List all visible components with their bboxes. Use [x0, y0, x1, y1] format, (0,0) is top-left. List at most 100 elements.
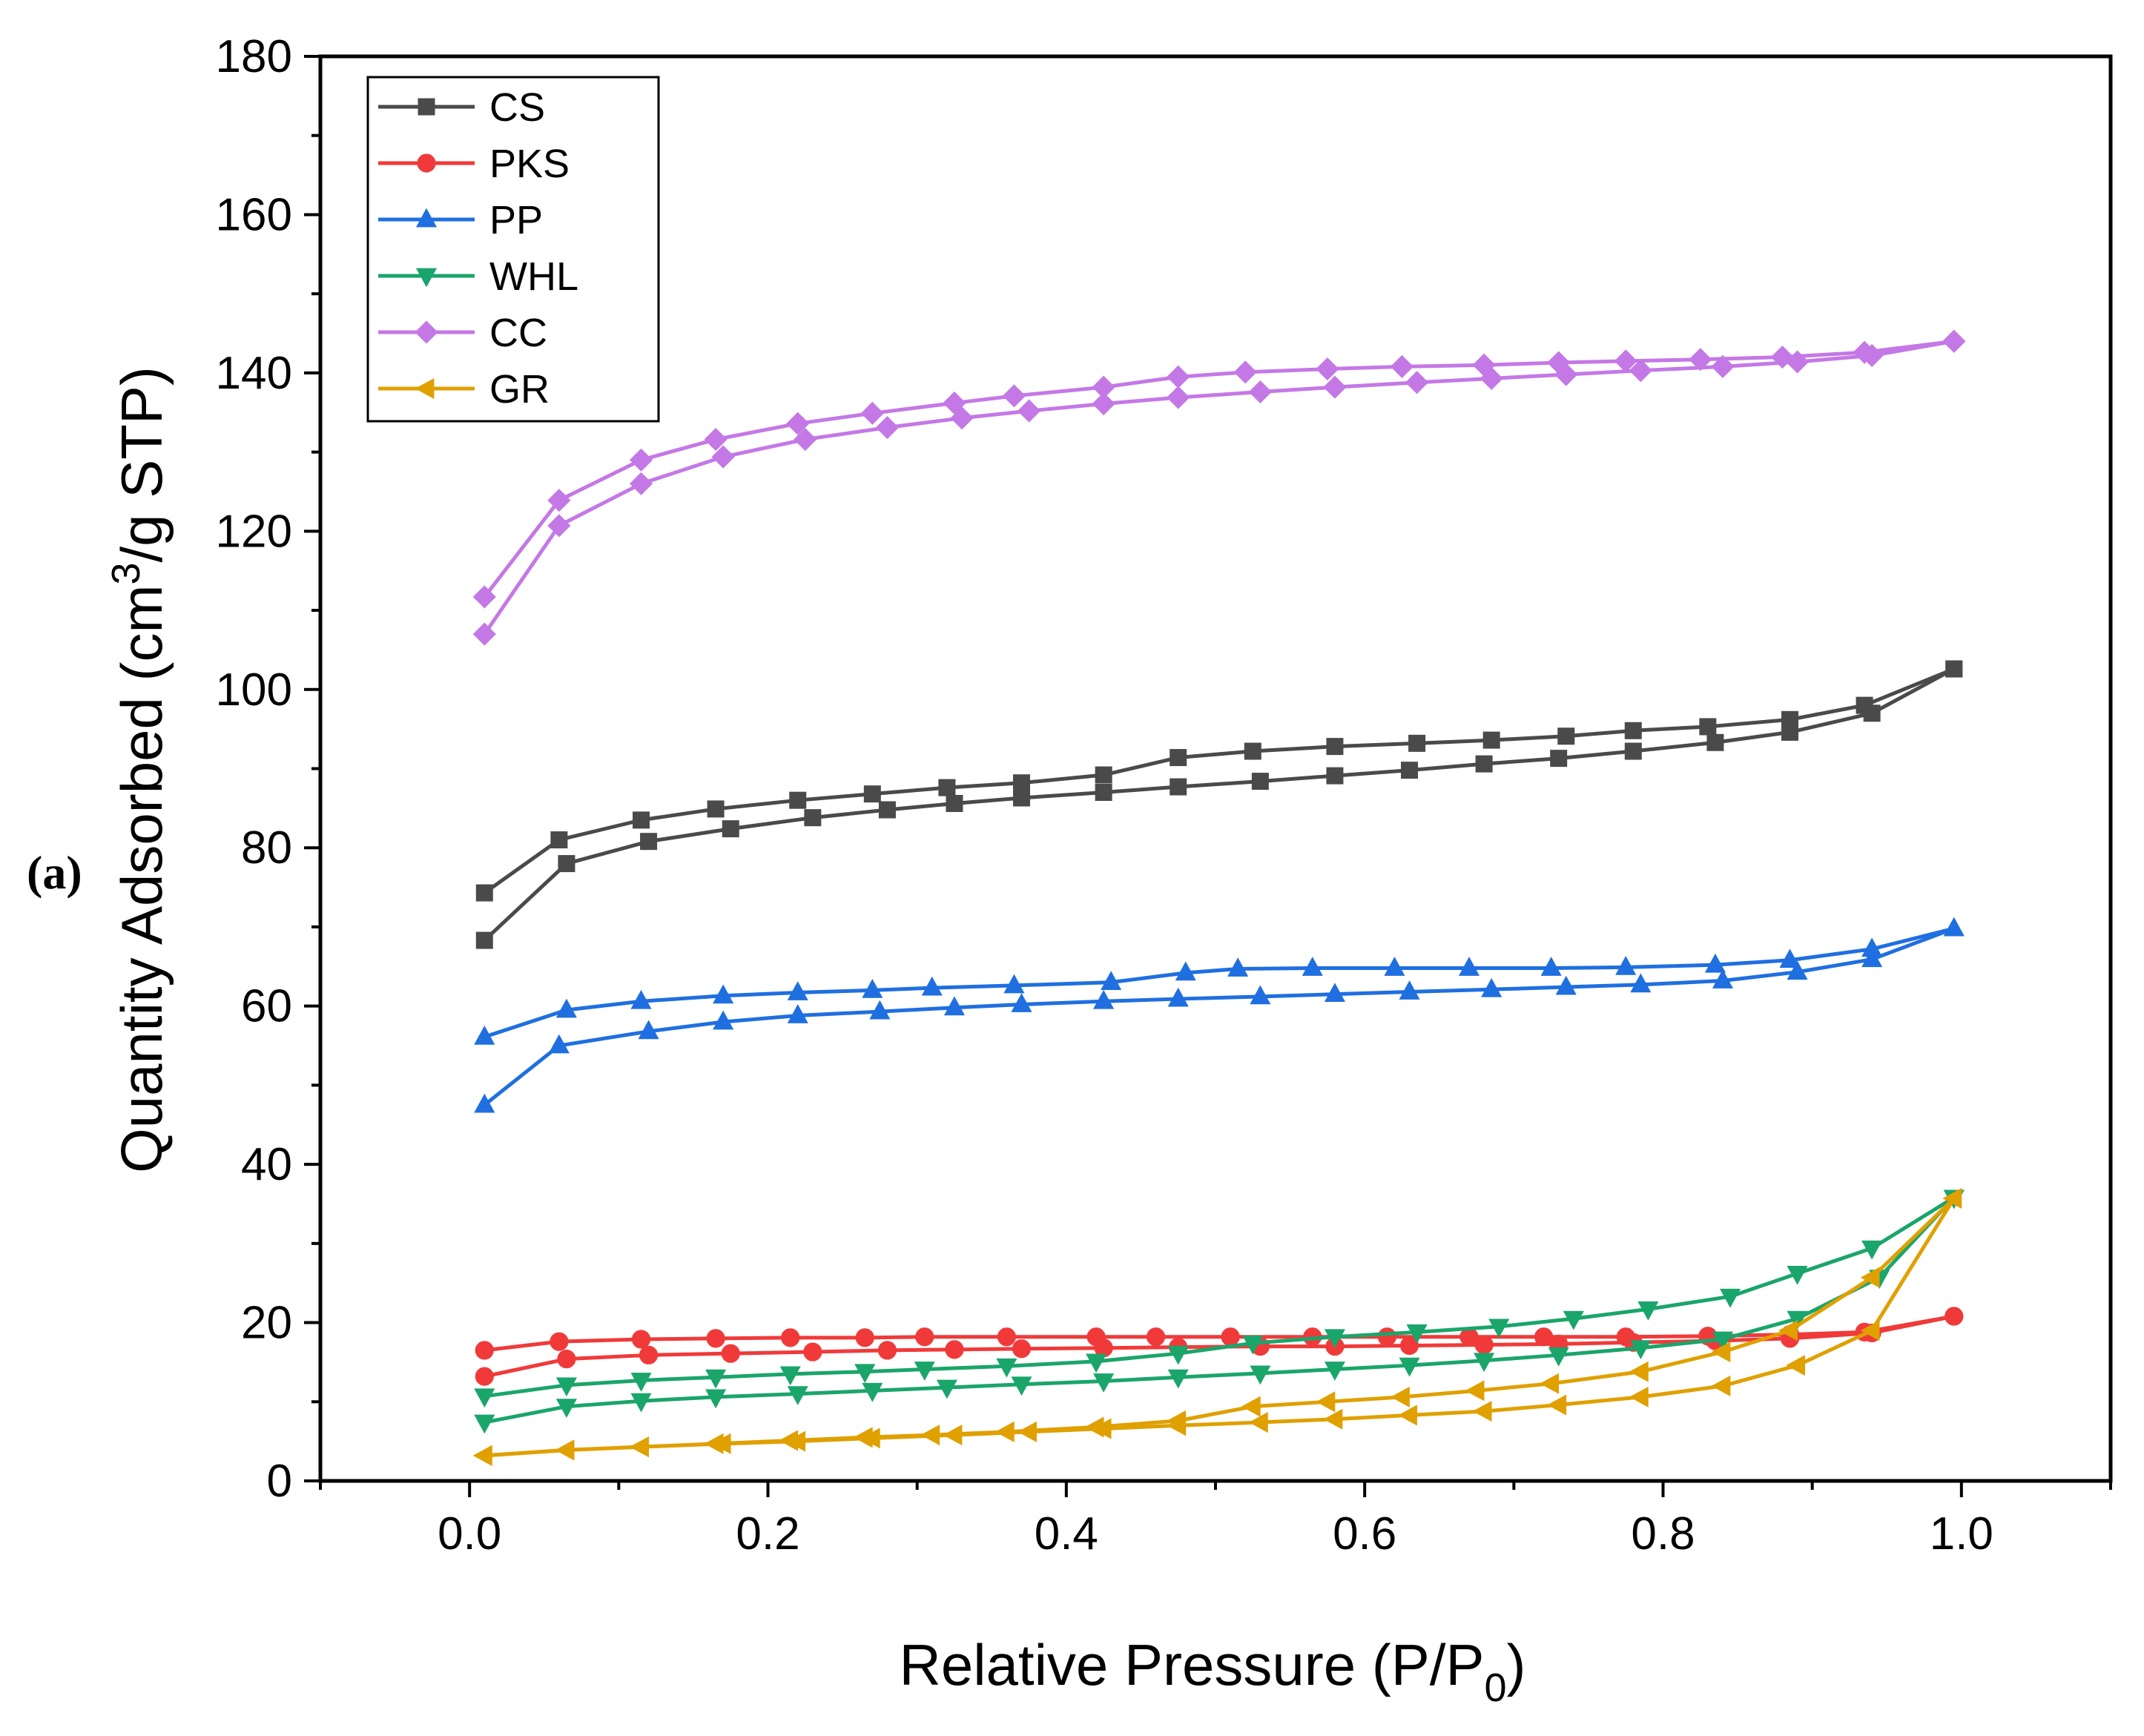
gr-adsorption-point: [1860, 1320, 1880, 1341]
pp-adsorption-point: [1324, 983, 1345, 1003]
cc-desorption-point: [1092, 375, 1115, 399]
cc-adsorption-line: [483, 339, 1955, 636]
legend-item-gr: GR: [378, 367, 550, 412]
pp-adsorption-point: [1787, 960, 1808, 980]
whl-adsorption-point: [1474, 1353, 1495, 1373]
pp-desorption-line: [484, 926, 1955, 1039]
pp-adsorption-point: [1250, 985, 1271, 1005]
whl-adsorption-point: [1630, 1340, 1652, 1360]
whl-adsorption-point: [630, 1393, 652, 1413]
whl-desorption-point: [474, 1388, 495, 1408]
pks-desorption-point: [1616, 1327, 1635, 1347]
pp-desorption-point: [474, 1025, 495, 1045]
whl-desorption-point: [1167, 1345, 1189, 1365]
y-tick-label: 140: [216, 348, 292, 399]
cc-adsorption-point: [1629, 359, 1652, 383]
cc-desorption-point: [1942, 329, 1966, 353]
cs-desorption-point: [550, 831, 568, 849]
pp-desorption-point: [630, 989, 652, 1009]
whl-desorption-point: [854, 1364, 876, 1384]
cc-adsorption-point: [711, 445, 735, 469]
legend-label: CS: [489, 85, 545, 130]
legend: CS PKS PP WHL CC GR: [366, 76, 660, 423]
legend-label: PP: [489, 198, 543, 242]
pks-desorption-point: [1086, 1327, 1106, 1347]
whl-adsorption-point: [555, 1399, 577, 1419]
pp-adsorption-point: [1399, 980, 1420, 1000]
pks-adsorption-point: [557, 1350, 576, 1369]
cc-desorption-point: [1547, 351, 1571, 374]
whl-desorption-point: [1719, 1288, 1741, 1308]
pp-adsorption-point: [869, 1000, 891, 1020]
gr-desorption-line: [484, 1197, 1956, 1458]
pks-adsorption-point: [945, 1340, 964, 1359]
whl-adsorption-point: [1167, 1369, 1189, 1389]
panel-label: (a): [27, 846, 82, 899]
whl-adsorption-point: [1712, 1331, 1734, 1351]
cc-adsorption-point: [1405, 371, 1429, 395]
cc-adsorption-point: [1017, 399, 1041, 423]
x-tick-label: 0.6: [1333, 1508, 1396, 1560]
cs-adsorption-point: [878, 801, 896, 819]
pp-desorption-point: [713, 984, 734, 1004]
pp-adsorption-point: [548, 1034, 570, 1054]
whl-desorption-point: [555, 1377, 577, 1397]
series-cc: [472, 329, 1966, 646]
whl-adsorption-point: [1548, 1347, 1569, 1367]
pp-adsorption-point: [1861, 948, 1883, 968]
gr-desorption-point: [1465, 1380, 1485, 1402]
cc-adsorption-point: [1323, 375, 1347, 399]
pks-desorption-point: [1534, 1327, 1554, 1347]
legend-item-cc: CC: [378, 311, 547, 355]
cc-adsorption-point: [1092, 392, 1115, 416]
legend-label: CC: [489, 311, 547, 355]
gr-adsorption-line: [484, 1197, 1956, 1458]
gr-adsorption-point: [1472, 1401, 1492, 1422]
cs-adsorption-point: [558, 855, 575, 873]
pks-adsorption-point: [803, 1342, 822, 1362]
pks-desorption-point: [1221, 1327, 1240, 1347]
cs-adsorption-point: [640, 833, 658, 851]
pp-adsorption-line: [483, 926, 1955, 1107]
x-tick-label: 0.4: [1035, 1508, 1098, 1560]
whl-desorption-point: [705, 1369, 727, 1389]
whl-adsorption-point: [474, 1414, 495, 1434]
cc-adsorption-point: [629, 472, 653, 495]
cs-desorption-point: [1699, 718, 1717, 736]
cc-adsorption-point: [1711, 354, 1735, 378]
pp-desorption-point: [1302, 957, 1323, 976]
whl-desorption-point: [1324, 1329, 1345, 1349]
cs-adsorption-point: [1624, 742, 1642, 760]
whl-adsorption-point: [862, 1382, 883, 1402]
gr-desorption-point: [1711, 1341, 1731, 1363]
whl-desorption-line: [484, 1195, 1956, 1399]
cs-adsorption-point: [1550, 750, 1568, 768]
pp-desorption-point: [1704, 953, 1726, 973]
cs-desorption-point: [633, 811, 650, 829]
cs-desorption-point: [863, 785, 881, 803]
pp-desorption-point: [1615, 956, 1637, 975]
cc-desorption-point: [1002, 384, 1026, 408]
x-tick-label: 1.0: [1930, 1508, 1993, 1560]
legend-label: PKS: [489, 142, 570, 186]
legend-item-whl: WHL: [378, 254, 578, 299]
cs-adsorption-line: [483, 667, 1955, 942]
legend-marker: [415, 208, 438, 228]
pp-adsorption-point: [1630, 973, 1652, 993]
cc-desorption-point: [704, 427, 728, 452]
cc-desorption-point: [1614, 349, 1637, 373]
pp-desorption-point: [1175, 961, 1196, 981]
gr-desorption-point: [1084, 1416, 1104, 1438]
cc-desorption-point: [1853, 340, 1876, 364]
pp-adsorption-point: [638, 1020, 659, 1040]
whl-adsorption-point: [705, 1389, 727, 1409]
pp-desorption-point: [862, 978, 883, 998]
legend-item-cs: CS: [378, 85, 545, 130]
gr-desorption-point: [1316, 1391, 1336, 1413]
cc-desorption-point: [1233, 360, 1257, 384]
gr-adsorption-point: [1629, 1386, 1649, 1407]
cc-desorption-point: [786, 412, 810, 435]
cs-adsorption-point: [1706, 733, 1724, 751]
cc-desorption-point: [860, 401, 884, 425]
pp-adsorption-point: [1011, 993, 1032, 1012]
